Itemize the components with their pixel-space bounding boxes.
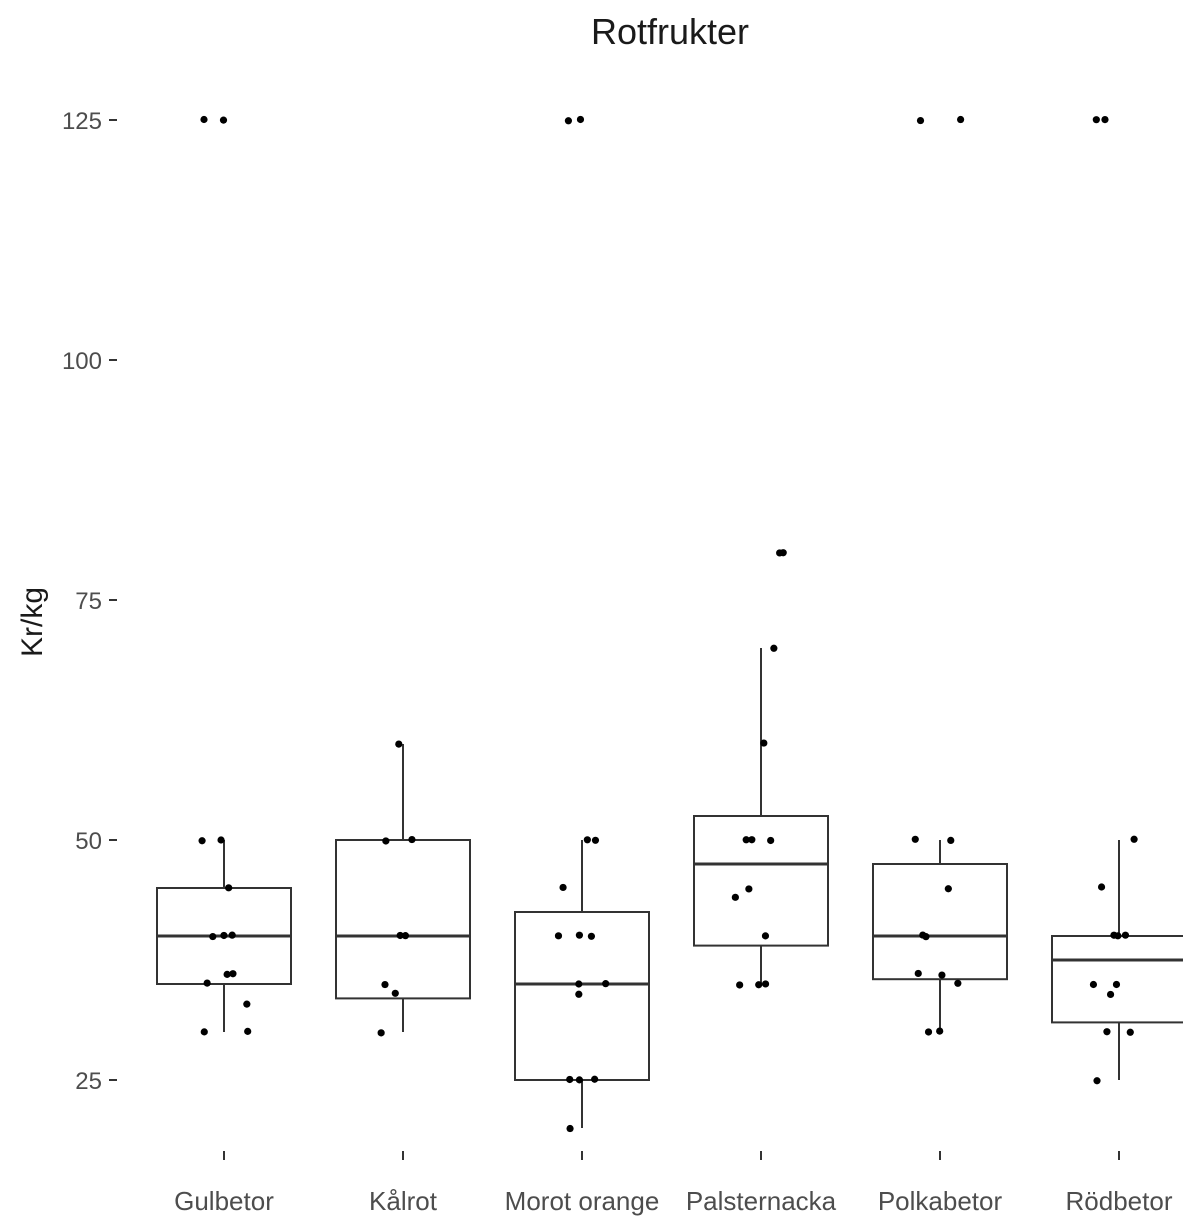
plot-area	[156, 115, 1183, 1133]
data-point	[748, 836, 756, 844]
data-point	[1126, 1028, 1134, 1036]
data-point	[566, 1124, 574, 1133]
y-axis: 25 50 75 100 125	[62, 108, 117, 1095]
data-point	[755, 981, 763, 989]
data-point	[575, 990, 583, 998]
data-point	[947, 836, 955, 844]
box-iqr	[872, 863, 1008, 981]
data-point	[1092, 116, 1100, 124]
y-tick-label: 125	[62, 108, 102, 135]
data-point	[225, 884, 233, 892]
data-point	[767, 836, 775, 845]
box-iqr	[693, 815, 829, 947]
data-point	[1101, 115, 1109, 124]
x-axis: Gulbetor Kålrot Morot orange Palsternacka Po…	[174, 1151, 1173, 1216]
box-group	[1051, 840, 1183, 1080]
data-point	[575, 980, 583, 988]
data-point	[919, 931, 927, 939]
data-point	[219, 116, 228, 124]
data-point	[770, 644, 778, 652]
x-tick-label: Morot orange	[505, 1186, 660, 1216]
box-group	[693, 648, 829, 984]
data-point	[217, 836, 225, 844]
data-point	[957, 115, 965, 124]
data-point	[745, 885, 753, 893]
data-point	[760, 739, 768, 747]
data-point	[583, 836, 591, 844]
data-point	[779, 549, 787, 557]
data-point	[575, 1076, 584, 1084]
data-point	[200, 1028, 208, 1036]
data-point	[223, 970, 231, 978]
box-iqr	[335, 839, 471, 1000]
data-point	[396, 931, 404, 940]
chart-title: Rotfrukter	[591, 11, 749, 52]
data-point	[591, 1075, 599, 1083]
data-point	[395, 740, 403, 748]
data-point	[575, 931, 584, 939]
data-point	[381, 980, 389, 989]
data-point	[200, 115, 208, 124]
data-point	[209, 932, 217, 941]
data-point	[591, 836, 600, 844]
y-axis-label: Kr/kg	[16, 587, 49, 657]
data-point	[1089, 980, 1098, 989]
data-point	[1106, 990, 1115, 999]
data-point	[938, 971, 946, 979]
data-point	[1130, 835, 1138, 843]
x-tick-label: Polkabetor	[878, 1186, 1003, 1216]
data-point	[564, 117, 573, 125]
data-point	[736, 981, 744, 989]
data-point	[916, 116, 925, 125]
box-group	[514, 840, 650, 1128]
data-point	[761, 980, 770, 988]
data-point	[559, 883, 567, 892]
data-point	[408, 835, 416, 844]
data-point	[244, 1027, 252, 1035]
data-point	[1093, 1077, 1101, 1085]
data-point	[391, 989, 399, 997]
data-point	[401, 932, 410, 940]
data-point	[954, 979, 962, 987]
data-point	[602, 980, 610, 988]
box-iqr	[1051, 935, 1183, 1024]
data-point	[1121, 931, 1130, 939]
box-group	[335, 744, 471, 1032]
data-point	[1097, 883, 1106, 891]
data-point	[914, 969, 922, 978]
data-point	[731, 893, 739, 901]
data-point	[382, 837, 390, 845]
x-tick-label: Kålrot	[369, 1186, 438, 1216]
data-point	[944, 885, 952, 893]
y-tick-label: 75	[75, 588, 102, 615]
data-point	[742, 836, 750, 844]
data-point	[377, 1029, 385, 1037]
box-iqr	[514, 911, 650, 1081]
data-point	[229, 970, 237, 978]
data-point	[554, 932, 563, 940]
x-tick-label: Rödbetor	[1066, 1186, 1173, 1216]
data-point	[243, 1000, 251, 1008]
x-tick-label: Palsternacka	[686, 1186, 837, 1216]
y-tick-label: 25	[75, 1068, 102, 1095]
data-point	[220, 931, 228, 940]
data-point	[228, 931, 236, 939]
data-point	[911, 835, 919, 843]
x-tick-label: Gulbetor	[174, 1186, 274, 1216]
data-point	[924, 1028, 933, 1036]
data-point	[936, 1027, 944, 1035]
data-point	[1103, 1028, 1111, 1036]
data-point	[587, 932, 596, 940]
data-point	[198, 837, 206, 845]
data-point	[576, 115, 585, 124]
data-point	[566, 1075, 574, 1084]
data-point	[203, 979, 211, 987]
data-point	[1112, 980, 1121, 989]
data-point	[761, 932, 770, 940]
data-point	[1114, 932, 1122, 940]
y-tick-label: 50	[75, 828, 102, 855]
box-group	[872, 840, 1008, 1032]
y-tick-label: 100	[62, 348, 102, 375]
